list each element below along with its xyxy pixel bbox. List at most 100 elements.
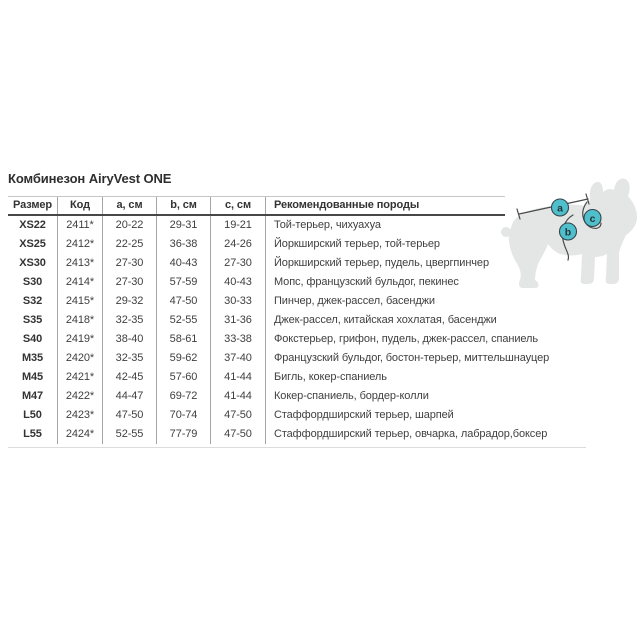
code-cell: 2412* (57, 235, 102, 254)
breeds-cell: Той-терьер, чихуахуа (265, 216, 505, 235)
table-row: L50 2423* 47-50 70-74 47-50 Стаффордширский т… (8, 406, 505, 425)
size-cell: S35 (22, 314, 43, 326)
marker-a-label: a (557, 203, 563, 215)
code-cell: 2415* (57, 292, 102, 311)
marker-b-icon (558, 222, 578, 241)
measure-a-cell: 32-35 (102, 349, 156, 368)
code-cell: 2418* (57, 311, 102, 330)
measure-c-cell: 24-26 (210, 235, 265, 254)
breeds-cell: Мопс, французский бульдог, пекинес (265, 273, 505, 292)
code-cell: 2424* (57, 425, 102, 444)
size-cell: S30 (22, 276, 43, 288)
code-cell: 2419* (57, 330, 102, 349)
measure-a-cell: 42-45 (102, 368, 156, 387)
size-table: Размер Код a, см b, см c, см Рекомендованные … (8, 196, 549, 444)
measure-b-cell: 40-43 (156, 254, 210, 273)
header-measure-b-cell: b, см (156, 197, 210, 214)
measure-c-cell: 37-40 (210, 349, 265, 368)
measure-a-tick-left (516, 208, 521, 220)
breeds-cell: Французский бульдог, бостон-терьер, митт… (265, 349, 549, 368)
measure-a-cell: 44-47 (102, 387, 156, 406)
table-row: S32 2415* 29-32 47-50 30-33 Пинчер, джек-расс… (8, 292, 505, 311)
measure-b-cell: 52-55 (156, 311, 210, 330)
marker-letters: a b c (557, 203, 596, 239)
measure-c-cell: 31-36 (210, 311, 265, 330)
measure-b-cell: 77-79 (156, 425, 210, 444)
measure-b-cell: 29-31 (156, 216, 210, 235)
measure-a-cell: 29-32 (102, 292, 156, 311)
table-row: S40 2419* 38-40 58-61 33-38 Фокстерьер, грифо… (8, 330, 538, 349)
marker-b-label: b (565, 227, 571, 239)
size-table-body: XS22 2411* 20-22 29-31 19-21 Той-терьер, чиху… (8, 216, 549, 444)
breeds-cell: Пинчер, джек-рассел, басенджи (265, 292, 505, 311)
size-cell: S32 (22, 295, 43, 307)
measure-a-cell: 27-30 (102, 254, 156, 273)
marker-a-icon (550, 198, 570, 217)
measure-c-cell: 41-44 (210, 387, 265, 406)
measure-c-cell: 41-44 (210, 368, 265, 387)
table-row: XS25 2412* 22-25 36-38 24-26 Йоркширский терь… (8, 235, 505, 254)
size-cell: XS30 (19, 257, 46, 269)
measure-c-arc (582, 201, 602, 229)
table-row: S35 2418* 32-35 52-55 31-36 Джек-рассел, кита… (8, 311, 505, 330)
measure-b-cell: 57-59 (156, 273, 210, 292)
breeds-cell: Кокер-спаниель, бордер-колли (265, 387, 505, 406)
measurement-guides (516, 193, 602, 261)
size-cell: S40 (22, 333, 43, 345)
table-row: S30 2414* 27-30 57-59 40-43 Мопс, французский… (8, 273, 505, 292)
header-size-cell: Размер (12, 199, 52, 211)
breeds-cell: Стаффордширский терьер, шарпей (265, 406, 505, 425)
measure-a-cell: 20-22 (102, 216, 156, 235)
size-cell: XS25 (19, 238, 46, 250)
measurement-markers (550, 198, 602, 241)
table-bottom-divider (8, 447, 586, 448)
measure-b-cell: 57-60 (156, 368, 210, 387)
size-cell: M47 (21, 390, 44, 402)
breeds-cell: Стаффордширский терьер, овчарка, лабрадо… (265, 425, 547, 444)
measure-b-arc (561, 214, 574, 261)
header-code-cell: Код (57, 197, 102, 214)
measure-c-cell: 30-33 (210, 292, 265, 311)
measure-b-cell: 58-61 (156, 330, 210, 349)
code-cell: 2414* (57, 273, 102, 292)
header-breeds-cell: Рекомендованные породы (265, 197, 505, 214)
measure-c-cell: 47-50 (210, 406, 265, 425)
measure-a-cell: 47-50 (102, 406, 156, 425)
header-measure-a-cell: a, см (102, 197, 156, 214)
table-row: XS30 2413* 27-30 40-43 27-30 Йоркширский терь… (8, 254, 505, 273)
table-row: XS22 2411* 20-22 29-31 19-21 Той-терьер, чиху… (8, 216, 505, 235)
measure-a-tick-right (585, 193, 590, 205)
code-cell: 2411* (57, 216, 102, 235)
code-cell: 2413* (57, 254, 102, 273)
table-row: L55 2424* 52-55 77-79 47-50 Стаффордширский т… (8, 425, 547, 444)
measure-c-cell: 27-30 (210, 254, 265, 273)
size-cell: XS22 (19, 219, 46, 231)
measure-b-cell: 36-38 (156, 235, 210, 254)
measure-a-cell: 52-55 (102, 425, 156, 444)
code-cell: 2422* (57, 387, 102, 406)
measure-a-cell: 38-40 (102, 330, 156, 349)
table-row: M45 2421* 42-45 57-60 41-44 Бигль, кокер-спан… (8, 368, 505, 387)
dog-measurement-diagram: a b c (501, 178, 637, 288)
header-measure-c-cell: c, см (210, 197, 265, 214)
size-cell: L55 (23, 428, 42, 440)
size-table-header: Размер Код a, см b, см c, см Рекомендованные … (8, 196, 505, 216)
breeds-cell: Бигль, кокер-спаниель (265, 368, 505, 387)
measure-b-cell: 69-72 (156, 387, 210, 406)
size-cell: L50 (23, 409, 42, 421)
measure-c-cell: 33-38 (210, 330, 265, 349)
code-cell: 2423* (57, 406, 102, 425)
measure-a-cell: 22-25 (102, 235, 156, 254)
measure-a-cell: 32-35 (102, 311, 156, 330)
measure-b-cell: 47-50 (156, 292, 210, 311)
code-cell: 2420* (57, 349, 102, 368)
measure-c-cell: 19-21 (210, 216, 265, 235)
measure-b-cell: 59-62 (156, 349, 210, 368)
size-cell: M45 (21, 371, 44, 383)
code-cell: 2421* (57, 368, 102, 387)
breeds-cell: Джек-рассел, китайская хохлатая, басендж… (265, 311, 505, 330)
breeds-cell: Йоркширский терьер, пудель, цвергпинчер (265, 254, 505, 273)
marker-c-icon (583, 208, 602, 228)
measure-a-cell: 27-30 (102, 273, 156, 292)
